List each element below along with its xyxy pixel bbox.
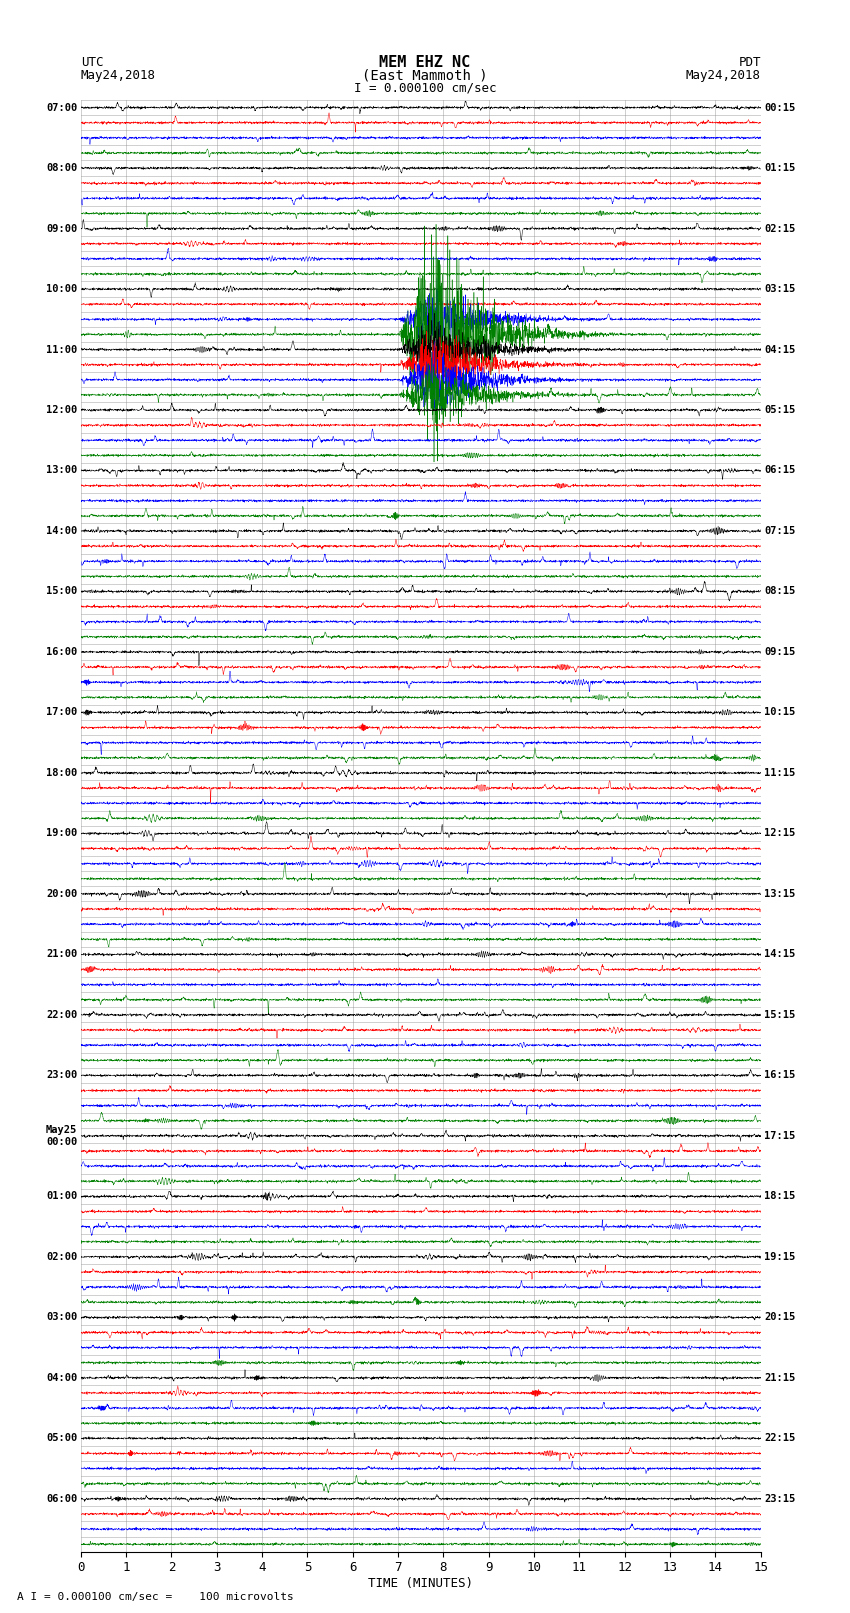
Text: 21:00: 21:00: [46, 950, 77, 960]
Text: 20:00: 20:00: [46, 889, 77, 898]
Text: 14:00: 14:00: [46, 526, 77, 536]
Text: 08:15: 08:15: [764, 587, 796, 597]
Text: 19:15: 19:15: [764, 1252, 796, 1261]
Text: 21:15: 21:15: [764, 1373, 796, 1382]
Text: 07:00: 07:00: [46, 103, 77, 113]
Text: May24,2018: May24,2018: [81, 68, 156, 82]
Text: 16:00: 16:00: [46, 647, 77, 656]
Text: 13:00: 13:00: [46, 466, 77, 476]
Text: PDT: PDT: [739, 55, 761, 69]
Text: 13:15: 13:15: [764, 889, 796, 898]
Text: 03:00: 03:00: [46, 1313, 77, 1323]
Text: 10:15: 10:15: [764, 708, 796, 718]
Text: 10:00: 10:00: [46, 284, 77, 294]
Text: 04:15: 04:15: [764, 345, 796, 355]
Text: 15:15: 15:15: [764, 1010, 796, 1019]
Text: UTC: UTC: [81, 55, 103, 69]
Text: 18:15: 18:15: [764, 1192, 796, 1202]
Text: 23:00: 23:00: [46, 1071, 77, 1081]
Text: (East Mammoth ): (East Mammoth ): [362, 68, 488, 82]
Text: 09:15: 09:15: [764, 647, 796, 656]
Text: 08:00: 08:00: [46, 163, 77, 173]
Text: 16:15: 16:15: [764, 1071, 796, 1081]
Text: 22:15: 22:15: [764, 1434, 796, 1444]
Text: 11:15: 11:15: [764, 768, 796, 777]
Text: 18:00: 18:00: [46, 768, 77, 777]
Text: 05:15: 05:15: [764, 405, 796, 415]
Text: 12:00: 12:00: [46, 405, 77, 415]
Text: 15:00: 15:00: [46, 587, 77, 597]
Text: 02:15: 02:15: [764, 224, 796, 234]
Text: 17:15: 17:15: [764, 1131, 796, 1140]
Text: 00:15: 00:15: [764, 103, 796, 113]
Text: 14:15: 14:15: [764, 950, 796, 960]
Text: 12:15: 12:15: [764, 829, 796, 839]
Text: 04:00: 04:00: [46, 1373, 77, 1382]
Text: 11:00: 11:00: [46, 345, 77, 355]
Text: May24,2018: May24,2018: [686, 68, 761, 82]
Text: 07:15: 07:15: [764, 526, 796, 536]
Text: 03:15: 03:15: [764, 284, 796, 294]
Text: 22:00: 22:00: [46, 1010, 77, 1019]
Text: 19:00: 19:00: [46, 829, 77, 839]
Text: 17:00: 17:00: [46, 708, 77, 718]
Text: 05:00: 05:00: [46, 1434, 77, 1444]
X-axis label: TIME (MINUTES): TIME (MINUTES): [368, 1578, 473, 1590]
Text: 01:00: 01:00: [46, 1192, 77, 1202]
Text: 06:00: 06:00: [46, 1494, 77, 1503]
Text: 06:15: 06:15: [764, 466, 796, 476]
Text: 09:00: 09:00: [46, 224, 77, 234]
Text: A I = 0.000100 cm/sec =    100 microvolts: A I = 0.000100 cm/sec = 100 microvolts: [17, 1592, 294, 1602]
Text: MEM EHZ NC: MEM EHZ NC: [379, 55, 471, 69]
Text: 01:15: 01:15: [764, 163, 796, 173]
Text: May25
00:00: May25 00:00: [46, 1124, 77, 1147]
Text: 20:15: 20:15: [764, 1313, 796, 1323]
Text: 02:00: 02:00: [46, 1252, 77, 1261]
Text: I = 0.000100 cm/sec: I = 0.000100 cm/sec: [354, 81, 496, 95]
Text: 23:15: 23:15: [764, 1494, 796, 1503]
